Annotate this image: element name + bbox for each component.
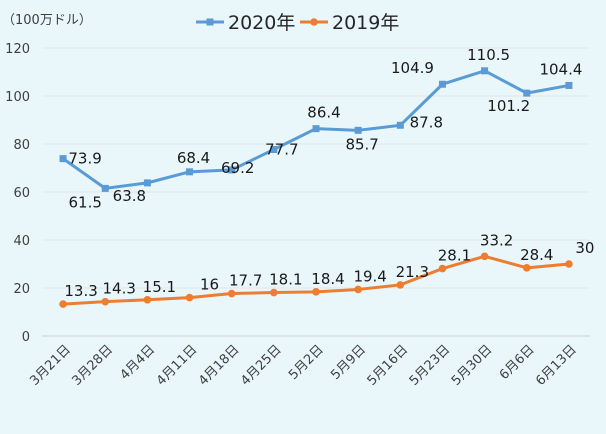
data-point [439,81,446,88]
data-point [102,185,109,192]
data-label: 69.2 [221,159,254,177]
legend-label: 2019年 [332,12,399,34]
x-tick-label: 5月30日 [449,342,496,389]
data-label: 73.9 [68,150,101,168]
data-point [481,253,489,261]
data-label: 16 [200,276,219,294]
x-tick-label: 5月9日 [328,342,369,383]
data-label: 85.7 [345,135,378,153]
x-tick-label: 6月13日 [533,342,580,389]
line-chart: （100万ドル） 0 20 40 60 80 100 120 3月21日 3月28日 4月4日 4月1… [0,0,606,434]
data-point [523,90,530,97]
x-tick-label: 4月18日 [196,342,243,389]
x-tick-label: 6月6日 [497,342,538,383]
data-point [101,298,109,306]
data-point [59,300,67,308]
data-label: 87.8 [410,113,443,131]
data-point [565,82,572,89]
legend-marker [310,18,318,26]
y-tick-label: 40 [13,234,30,249]
data-label: 15.1 [143,278,176,296]
x-tick-label: 5月2日 [286,342,327,383]
y-tick-label: 80 [13,138,30,153]
legend-marker [207,19,214,26]
data-label: 21.3 [396,263,429,281]
y-tick-label: 100 [5,90,30,105]
data-point [397,281,405,289]
data-label: 30 [575,239,594,257]
x-tick-label: 5月16日 [365,342,412,389]
data-label: 77.7 [265,141,298,159]
data-point [60,155,67,162]
data-label: 104.4 [539,60,582,78]
data-label: 19.4 [353,267,386,285]
data-label: 17.7 [229,272,262,290]
data-label: 14.3 [103,280,136,298]
x-tick-label: 4月4日 [118,342,159,383]
data-label: 86.4 [307,104,340,122]
data-label: 68.4 [177,149,210,167]
unit-label: （100万ドル） [2,13,92,28]
data-point [144,179,151,186]
data-point [186,168,193,175]
y-tick-label: 0 [22,330,30,345]
data-label: 18.4 [311,270,344,288]
data-label: 33.2 [480,231,513,249]
data-label: 63.8 [113,187,146,205]
data-label: 104.9 [391,59,434,77]
y-tick-label: 120 [5,42,30,57]
data-label: 28.4 [520,246,553,264]
y-tick-label: 60 [13,186,30,201]
data-point [144,296,152,304]
data-label: 13.3 [64,282,97,300]
x-tick-label: 4月11日 [154,342,201,389]
data-point [313,125,320,132]
legend-label: 2020年 [228,12,295,34]
data-label: 28.1 [438,247,471,265]
chart-canvas: （100万ドル）0204060801001203月21日3月28日 4月4日4月1… [0,0,606,434]
data-point [228,290,236,298]
data-label: 110.5 [467,46,510,64]
data-point [397,122,404,129]
data-point [523,264,531,272]
x-tick-label: 5月23日 [407,342,454,389]
data-point [355,127,362,134]
data-point [270,289,278,297]
x-tick-label: 3月21日 [27,342,74,389]
data-point [481,67,488,74]
data-label: 61.5 [69,193,102,211]
data-label: 101.2 [487,97,530,115]
data-point [312,288,320,296]
data-point [565,260,573,268]
data-point [354,286,362,294]
data-label: 18.1 [269,271,302,289]
data-point [439,265,447,273]
data-point [186,294,194,302]
x-tick-label: 4月25日 [238,342,285,389]
y-tick-label: 20 [13,282,30,297]
x-tick-label: 3月28日 [70,342,117,389]
